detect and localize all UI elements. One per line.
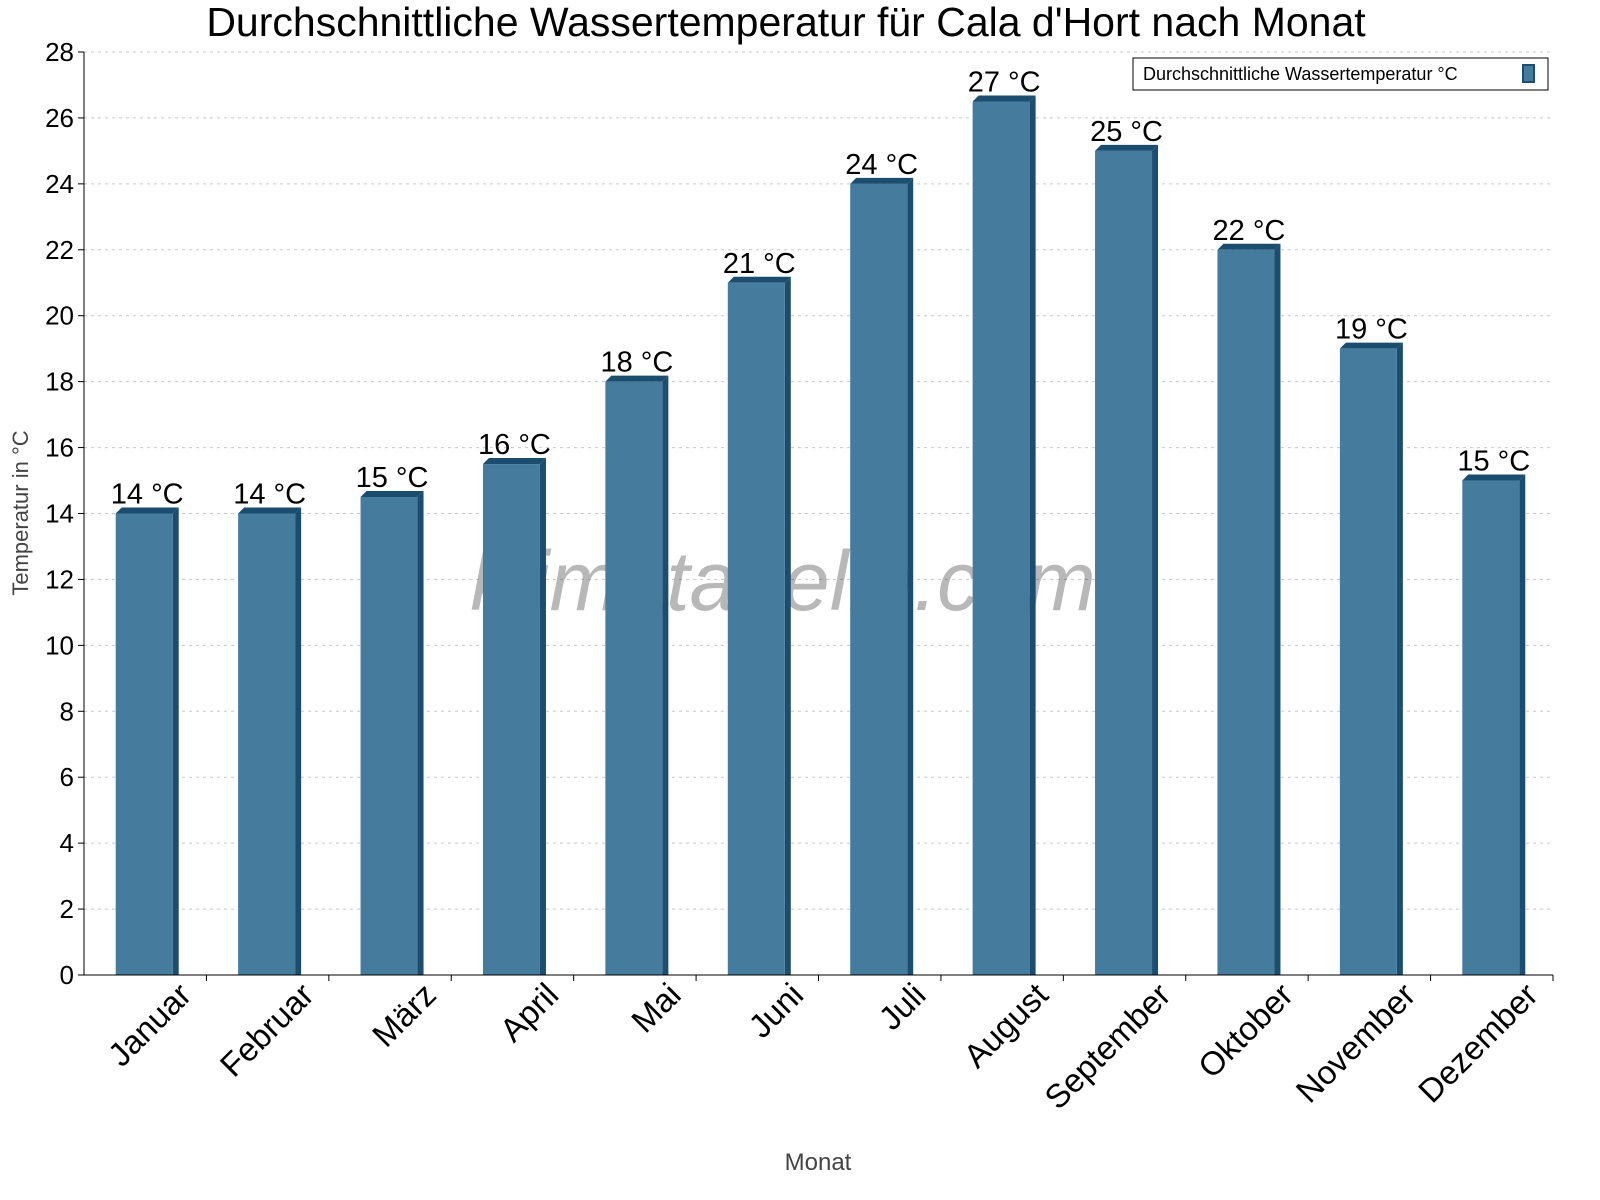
bar-top bbox=[1462, 474, 1526, 481]
x-tick-label: März bbox=[365, 976, 443, 1054]
x-tick-label: Oktober bbox=[1191, 976, 1300, 1085]
chart-title: Durchschnittliche Wassertemperatur für C… bbox=[206, 0, 1366, 45]
bar bbox=[727, 282, 785, 975]
data-label: 27 °C bbox=[968, 66, 1041, 98]
bar-side bbox=[1029, 95, 1036, 976]
bar-top bbox=[1339, 342, 1403, 349]
x-tick-label: Mai bbox=[624, 976, 688, 1040]
bars: 14 °C 14 °C 15 °C 16 °C 18 °C 21 °C 24 °C 27 °C… bbox=[111, 66, 1530, 976]
x-tick-label: Dezember bbox=[1411, 976, 1545, 1110]
legend-box bbox=[1132, 57, 1549, 91]
y-tick-label: 0 bbox=[60, 960, 74, 990]
data-label: 16 °C bbox=[478, 429, 551, 461]
y-tick-label: 18 bbox=[45, 367, 74, 397]
bar bbox=[1095, 150, 1153, 976]
x-tick-label: Juni bbox=[741, 976, 810, 1045]
x-tick-label: August bbox=[956, 976, 1055, 1075]
legend[interactable]: Durchschnittliche Wassertemperatur °C bbox=[1132, 57, 1549, 91]
bar-side bbox=[417, 491, 424, 975]
bar bbox=[360, 497, 418, 975]
legend-swatch bbox=[1522, 64, 1535, 83]
bar-side bbox=[1519, 474, 1526, 975]
bar-side bbox=[1152, 144, 1159, 976]
bar-side bbox=[1274, 243, 1281, 976]
x-axis-label: Monat bbox=[785, 1149, 852, 1176]
data-label: 19 °C bbox=[1335, 314, 1408, 346]
x-tick-label: November bbox=[1289, 976, 1423, 1110]
y-tick-label: 24 bbox=[45, 169, 74, 199]
y-tick-label: 26 bbox=[45, 103, 74, 133]
bar-top bbox=[605, 375, 669, 382]
x-tick-label: Januar bbox=[101, 976, 199, 1074]
x-tick-label: Juli bbox=[871, 976, 932, 1037]
bar-top bbox=[972, 95, 1036, 102]
y-tick-label: 12 bbox=[45, 564, 74, 594]
bar bbox=[1339, 348, 1397, 975]
bar-side bbox=[662, 375, 669, 976]
y-tick-label: 4 bbox=[60, 828, 74, 858]
y-tick-label: 22 bbox=[45, 235, 74, 265]
bar bbox=[605, 381, 663, 976]
data-label: 18 °C bbox=[600, 347, 673, 379]
bar bbox=[238, 513, 296, 975]
y-tick-label: 20 bbox=[45, 301, 74, 331]
data-label: 15 °C bbox=[1457, 446, 1530, 478]
y-tick-label: 6 bbox=[60, 762, 74, 792]
y-tick-label: 2 bbox=[60, 894, 74, 924]
data-label: 14 °C bbox=[233, 479, 306, 511]
bar-top bbox=[850, 177, 914, 184]
data-label: 21 °C bbox=[723, 248, 796, 280]
data-label: 25 °C bbox=[1090, 116, 1163, 148]
data-label: 15 °C bbox=[356, 462, 429, 494]
bar-side bbox=[539, 458, 546, 975]
bar-top bbox=[482, 458, 546, 465]
bar-side bbox=[907, 177, 914, 975]
bar-side bbox=[784, 276, 791, 975]
bar-top bbox=[238, 507, 302, 514]
y-tick-label: 16 bbox=[45, 433, 74, 463]
bar-top bbox=[360, 491, 424, 498]
bar bbox=[1462, 480, 1520, 975]
data-label: 22 °C bbox=[1213, 215, 1286, 247]
bar-top bbox=[1217, 243, 1281, 250]
bar bbox=[115, 513, 173, 975]
bar bbox=[1217, 249, 1275, 976]
y-tick-label: 28 bbox=[45, 37, 74, 67]
x-tick-label: Februar bbox=[213, 976, 321, 1084]
x-tick-label: September bbox=[1037, 976, 1177, 1116]
bar bbox=[972, 101, 1030, 976]
legend-label: Durchschnittliche Wassertemperatur °C bbox=[1143, 64, 1458, 84]
bar-top bbox=[115, 507, 179, 514]
bar-side bbox=[1396, 342, 1403, 975]
y-tick-label: 14 bbox=[45, 499, 74, 529]
y-tick-label: 10 bbox=[45, 630, 74, 660]
bar-top bbox=[1095, 144, 1159, 151]
bar bbox=[482, 464, 540, 975]
bar-top bbox=[727, 276, 791, 283]
x-tick-label: April bbox=[493, 976, 566, 1049]
y-axis-label: Temperatur in °C bbox=[8, 430, 33, 595]
bar bbox=[850, 183, 908, 975]
data-label: 24 °C bbox=[845, 149, 918, 181]
y-tick-label: 8 bbox=[60, 696, 74, 726]
bar-side bbox=[295, 507, 302, 975]
bar-side bbox=[172, 507, 179, 975]
data-label: 14 °C bbox=[111, 479, 184, 511]
